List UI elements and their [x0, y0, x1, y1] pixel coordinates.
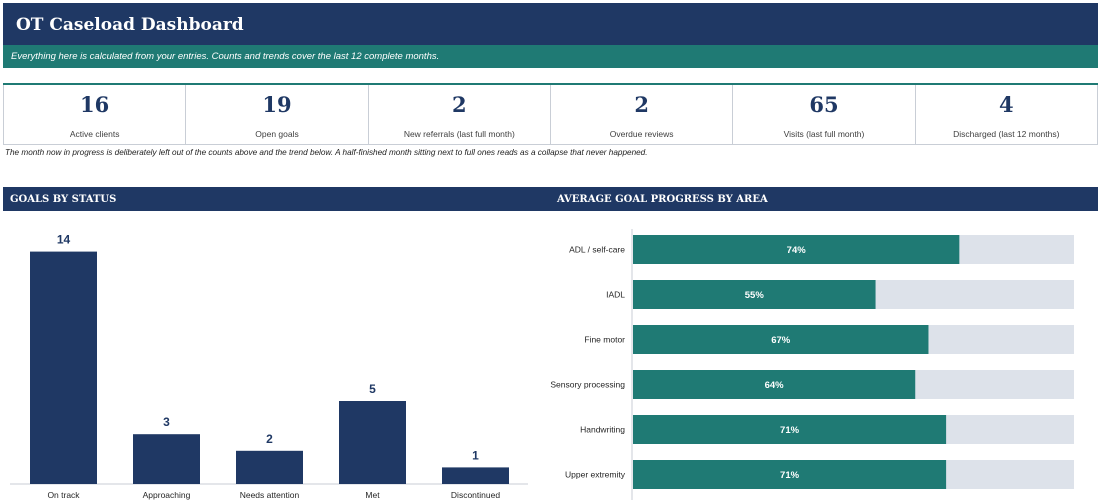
- kpi-open-goals: 19 Open goals: [186, 85, 369, 144]
- area-label: Handwriting: [580, 425, 625, 435]
- page-subtitle: Everything here is calculated from your …: [11, 51, 440, 62]
- progress-value-label: 64%: [765, 380, 785, 391]
- section-header-bar: GOALS BY STATUS AVERAGE GOAL PROGRESS BY…: [3, 187, 1098, 211]
- kpi-label: New referrals (last full month): [403, 129, 515, 139]
- kpi-label: Visits (last full month): [783, 129, 865, 139]
- area-label: Upper extremity: [565, 470, 626, 480]
- page-title: OT Caseload Dashboard: [16, 15, 244, 35]
- kpi-label: Active clients: [69, 129, 120, 139]
- progress-bar: [633, 325, 929, 354]
- category-label: Discontinued: [451, 490, 500, 500]
- progress-value-label: 71%: [780, 425, 800, 436]
- kpi-label: Discharged (last 12 months): [953, 129, 1060, 139]
- area-label: Sensory processing: [550, 380, 625, 390]
- category-label: On track: [47, 490, 80, 500]
- kpi-discharged: 4 Discharged (last 12 months): [916, 85, 1098, 144]
- subtitle-bar: Everything here is calculated from your …: [3, 45, 1098, 68]
- bar-value-label: 5: [369, 382, 376, 396]
- progress-bar: [633, 235, 960, 264]
- category-label: Met: [365, 490, 380, 500]
- goals-by-status-chart: 14 On track 3 Approaching 2 Needs attention 5 M…: [10, 233, 528, 500]
- progress-value-label: 71%: [780, 470, 800, 481]
- status-bar: [442, 467, 509, 484]
- kpi-label: Open goals: [255, 129, 299, 139]
- methodology-note: The month now in progress is deliberatel…: [5, 148, 648, 157]
- progress-value-label: 67%: [771, 335, 791, 346]
- status-bar: [30, 251, 97, 484]
- bar-value-label: 14: [57, 233, 71, 247]
- status-bar: [133, 434, 200, 484]
- bar-value-label: 2: [266, 432, 273, 446]
- category-label: Approaching: [143, 490, 191, 500]
- kpi-visits: 65 Visits (last full month): [733, 85, 916, 144]
- kpi-label: Overdue reviews: [609, 129, 674, 139]
- status-bar: [339, 401, 406, 484]
- kpi-overdue-reviews: 2 Overdue reviews: [551, 85, 734, 144]
- goals-by-status-title: GOALS BY STATUS: [10, 194, 117, 205]
- kpi-value: 4: [998, 92, 1014, 117]
- area-label: ADL / self-care: [569, 245, 625, 255]
- bar-value-label: 3: [163, 415, 170, 429]
- kpi-active-clients: 16 Active clients: [4, 85, 187, 144]
- kpi-value: 2: [634, 92, 649, 117]
- kpi-value: 19: [262, 92, 292, 117]
- status-bar: [236, 450, 303, 484]
- progress-bar: [633, 370, 916, 399]
- header-bar: OT Caseload Dashboard: [3, 3, 1098, 45]
- area-label: Fine motor: [584, 335, 625, 345]
- progress-bar: [633, 460, 947, 489]
- progress-value-label: 55%: [745, 290, 765, 301]
- bar-value-label: 1: [472, 448, 479, 462]
- progress-value-label: 74%: [787, 245, 807, 256]
- kpi-value: 16: [80, 92, 110, 117]
- area-label: IADL: [606, 290, 625, 300]
- avg-progress-title: AVERAGE GOAL PROGRESS BY AREA: [557, 194, 768, 205]
- kpi-new-referrals: 2 New referrals (last full month): [369, 85, 551, 144]
- progress-bar: [633, 415, 947, 444]
- kpi-value: 65: [809, 92, 839, 117]
- progress-bar: [633, 280, 876, 309]
- kpi-row: 16 Active clients 19 Open goals 2 New re…: [3, 85, 1098, 145]
- goal-progress-chart: 74% ADL / self-care 55% IADL 67% Fine motor 64…: [550, 229, 1074, 500]
- kpi-value: 2: [452, 92, 467, 117]
- kpi-divider: [3, 83, 1098, 85]
- category-label: Needs attention: [240, 490, 300, 500]
